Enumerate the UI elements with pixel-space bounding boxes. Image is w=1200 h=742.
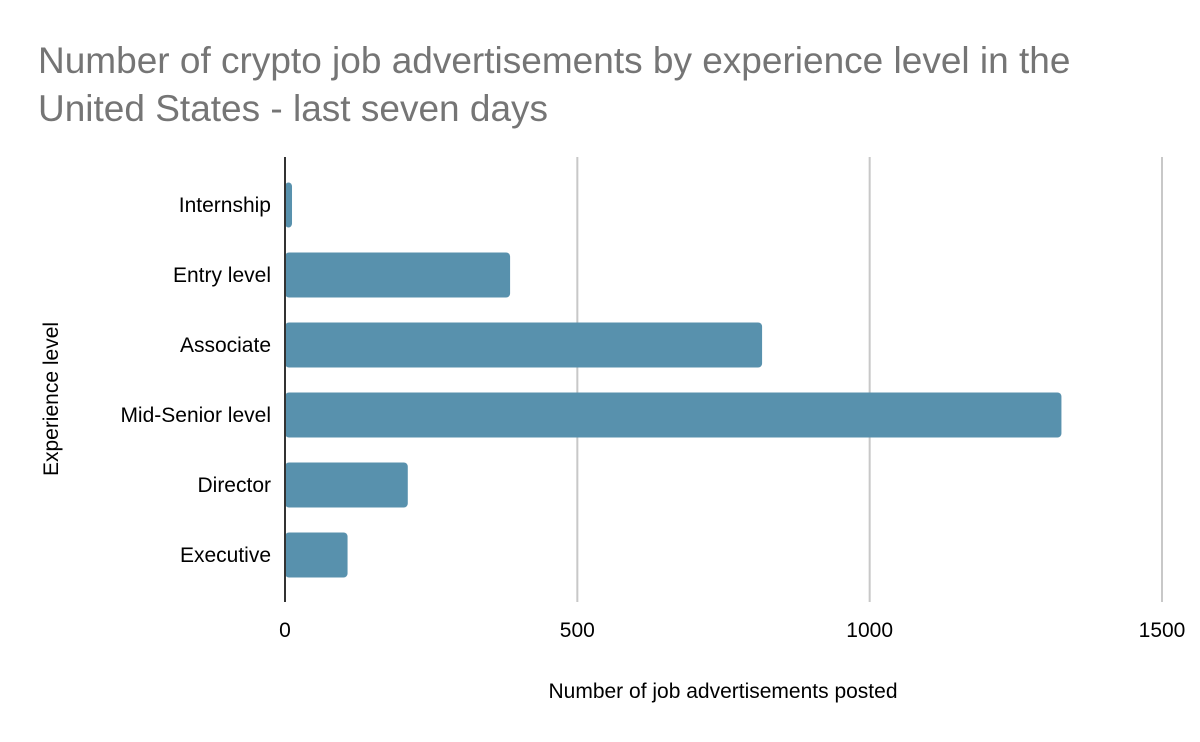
y-tick-label: Director <box>197 474 271 497</box>
y-tick-label: Entry level <box>173 264 271 287</box>
bar-executive <box>285 532 348 578</box>
x-tick-label: 1000 <box>846 619 893 642</box>
y-axis-title: Experience level <box>40 322 63 476</box>
bar-associate <box>285 322 763 368</box>
x-tick-label: 0 <box>279 619 291 642</box>
y-tick-label: Internship <box>179 194 271 217</box>
x-axis-title: Number of job advertisements posted <box>548 680 897 703</box>
y-tick-label: Associate <box>180 334 271 357</box>
chart-title-line-2: United States - last seven days <box>38 88 548 129</box>
chart-title-line-1: Number of crypto job advertisements by e… <box>38 40 1070 81</box>
bar-internship <box>285 182 293 228</box>
bar-mid-senior-level <box>285 392 1062 438</box>
x-tick-label: 500 <box>560 619 595 642</box>
y-tick-label: Executive <box>180 544 271 567</box>
bar-director <box>285 462 408 508</box>
x-tick-label: 1500 <box>1139 619 1186 642</box>
bar-entry-level <box>285 252 511 298</box>
y-tick-label: Mid-Senior level <box>120 404 271 427</box>
